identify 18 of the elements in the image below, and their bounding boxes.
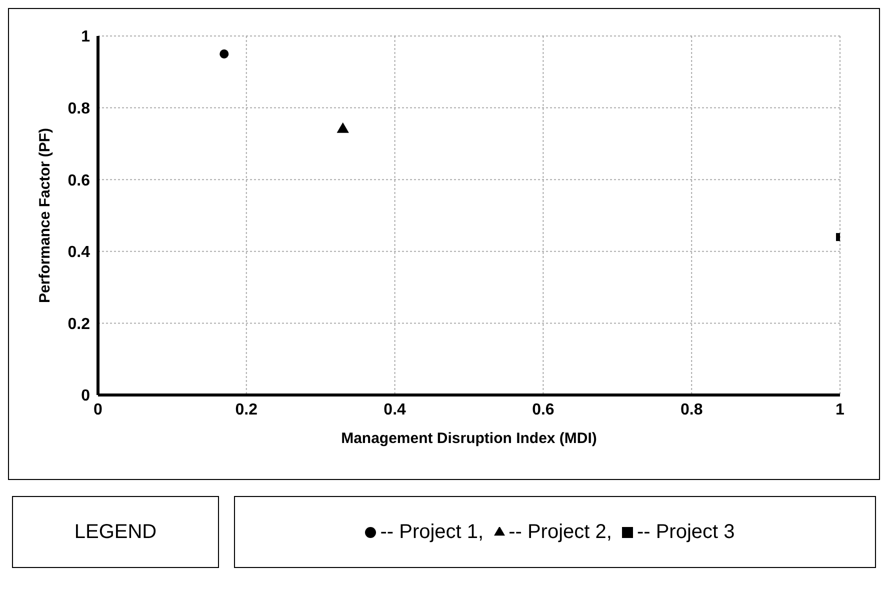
x-tick-label: 0.8 xyxy=(680,401,703,418)
x-tick-label: 0.6 xyxy=(532,401,554,418)
y-axis-title: Performance Factor (PF) xyxy=(36,128,54,304)
legend-title: LEGEND xyxy=(12,496,219,568)
x-tick-label: 0 xyxy=(94,401,103,418)
y-tick-label: 0.2 xyxy=(68,316,90,333)
x-tick-label: 0.2 xyxy=(235,401,258,418)
y-tick-label: 0.8 xyxy=(68,100,90,118)
y-tick-label: 0.6 xyxy=(68,172,90,190)
x-tick-label: 1 xyxy=(836,401,845,418)
y-tick-label: 1 xyxy=(81,28,90,46)
y-tick-label: 0.4 xyxy=(68,244,90,262)
legend-label: -- Project 1, xyxy=(380,521,484,543)
y-tick-label: 0 xyxy=(81,388,90,405)
x-axis-title: Management Disruption Index (MDI) xyxy=(341,430,597,447)
legend-label: -- Project 3 xyxy=(636,521,735,543)
x-tick-label: 0.4 xyxy=(384,401,406,418)
legend-label: -- Project 2, xyxy=(508,521,612,543)
